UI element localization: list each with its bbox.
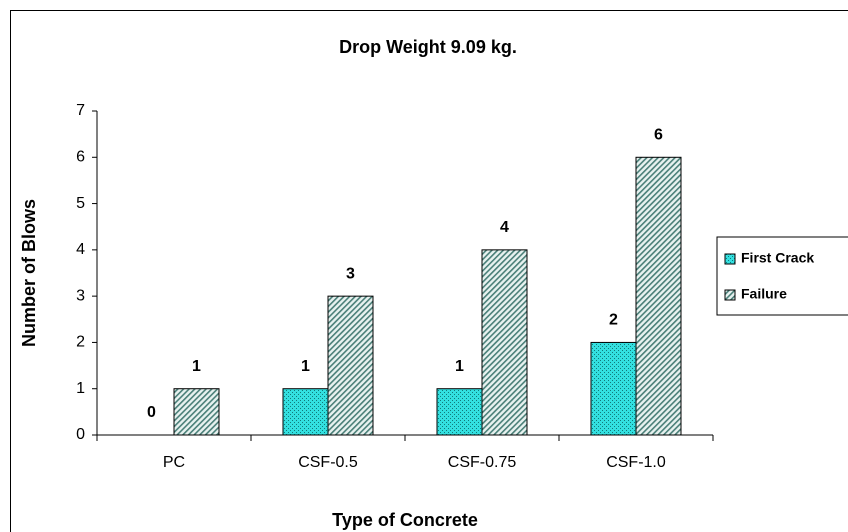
y-tick-label: 2 bbox=[76, 334, 85, 351]
x-tick-label: CSF-1.0 bbox=[606, 454, 666, 471]
chart-title: Drop Weight 9.09 kg. bbox=[339, 37, 517, 57]
data-label: 3 bbox=[346, 265, 355, 282]
legend-box bbox=[716, 236, 848, 316]
legend-label: First Crack bbox=[741, 250, 814, 266]
data-label: 1 bbox=[455, 358, 464, 375]
data-label: 4 bbox=[500, 219, 509, 236]
bar bbox=[635, 156, 682, 436]
chart-border bbox=[10, 10, 848, 532]
legend-swatch bbox=[724, 253, 736, 265]
y-tick-label: 4 bbox=[76, 241, 85, 258]
bar bbox=[327, 295, 374, 436]
y-tick-label: 0 bbox=[76, 426, 85, 443]
data-label: 0 bbox=[147, 404, 156, 421]
bar bbox=[481, 249, 528, 436]
y-tick-label: 6 bbox=[76, 149, 85, 166]
y-tick-label: 1 bbox=[76, 380, 85, 397]
legend-label: Failure bbox=[741, 286, 787, 302]
bar bbox=[282, 388, 329, 436]
data-label: 1 bbox=[301, 358, 310, 375]
x-axis-label: Type of Concrete bbox=[332, 510, 478, 530]
x-tick-label: CSF-0.75 bbox=[448, 454, 517, 471]
x-tick-label: CSF-0.5 bbox=[298, 454, 358, 471]
data-label: 2 bbox=[609, 312, 618, 329]
data-label: 1 bbox=[192, 358, 201, 375]
y-tick-label: 7 bbox=[76, 102, 85, 119]
x-tick-label: PC bbox=[163, 454, 185, 471]
bar bbox=[173, 388, 220, 436]
y-axis-label: Number of Blows bbox=[19, 199, 39, 347]
y-tick-label: 5 bbox=[76, 195, 85, 212]
y-tick-label: 3 bbox=[76, 287, 85, 304]
legend-swatch bbox=[724, 289, 736, 301]
bar bbox=[436, 388, 483, 436]
data-label: 6 bbox=[654, 127, 663, 144]
bar bbox=[590, 341, 637, 436]
